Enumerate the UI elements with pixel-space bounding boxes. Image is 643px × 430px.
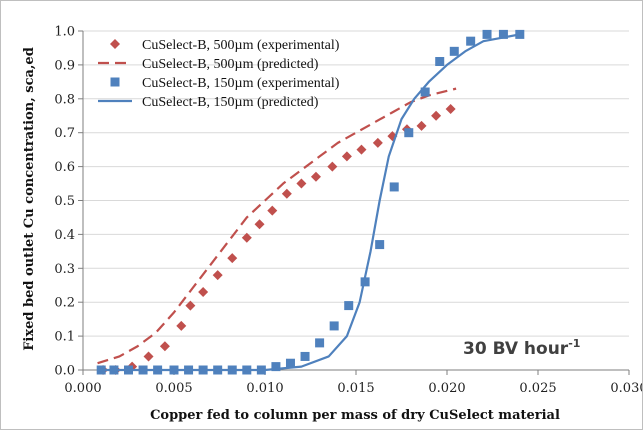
legend-label: CuSelect-B, 150µm (predicted) [142, 95, 319, 110]
legend-label: CuSelect-B, 500µm (experimental) [142, 38, 340, 53]
series-line [97, 87, 457, 365]
legend-swatch [110, 77, 120, 87]
data-point [341, 151, 352, 162]
x-tick-label: 0.000 [64, 381, 101, 396]
data-point [227, 253, 238, 264]
data-point [329, 321, 339, 331]
data-point [296, 178, 307, 189]
legend-swatch [110, 39, 120, 49]
y-tick-label: 0.1 [54, 330, 75, 345]
legend-item: CuSelect-B, 150µm (predicted) [98, 95, 319, 110]
legend: CuSelect-B, 500µm (experimental) CuSelect… [98, 38, 340, 110]
data-point [482, 29, 492, 39]
data-point [445, 103, 456, 114]
series [96, 29, 525, 375]
y-tick-label: 0.4 [54, 228, 75, 243]
annotation-flow-rate: 30 BV hour-1 [463, 337, 580, 359]
data-point [315, 338, 325, 348]
data-point [143, 351, 154, 362]
data-point [466, 36, 476, 46]
x-tick-label: 0.010 [246, 381, 283, 396]
data-point [267, 205, 278, 216]
series-line [97, 33, 521, 372]
y-tick-label: 1.0 [54, 25, 75, 40]
data-point [254, 219, 265, 230]
data-point [375, 240, 385, 250]
legend-item: CuSelect-B, 500µm (experimental) [110, 38, 340, 53]
series-1 [97, 87, 457, 365]
data-point [285, 358, 295, 368]
y-tick-label: 0.8 [54, 92, 75, 107]
y-tick-label: 0.3 [54, 262, 75, 277]
data-point [271, 362, 281, 372]
data-point [431, 110, 442, 121]
legend-item: CuSelect-B, 150µm (experimental) [110, 76, 340, 91]
y-tick-label: 0.2 [54, 296, 75, 311]
data-point [300, 351, 310, 361]
series-3 [97, 33, 521, 372]
x-tick-label: 0.015 [337, 381, 374, 396]
y-tick-label: 0.9 [54, 58, 75, 73]
legend-item: CuSelect-B, 500µm (predicted) [98, 57, 319, 72]
y-tick-label: 0.7 [54, 126, 75, 141]
annotation-superscript: -1 [568, 337, 580, 350]
legend-label: CuSelect-B, 500µm (predicted) [142, 57, 319, 72]
data-point [498, 29, 508, 39]
x-tick-label: 0.020 [428, 381, 465, 396]
data-point [372, 137, 383, 148]
data-point [404, 128, 414, 138]
y-tick-label: 0.0 [54, 364, 75, 379]
series-0 [98, 103, 456, 375]
y-tick-label: 0.5 [54, 194, 75, 209]
data-point [344, 301, 354, 311]
gridlines [83, 30, 629, 337]
data-point [176, 320, 187, 331]
x-tick-label: 0.025 [519, 381, 556, 396]
y-tick-label: 0.6 [54, 160, 75, 175]
data-point [281, 188, 292, 199]
data-point [356, 144, 367, 155]
data-point [198, 287, 209, 298]
data-point [310, 171, 321, 182]
data-point [420, 87, 430, 97]
annotation-text: 30 BV hour [463, 339, 569, 359]
y-axis-title: Fixed bed outlet Cu concentration, sca,e… [22, 47, 37, 351]
data-point [389, 182, 399, 192]
tick-labels: 0.0 0.1 0.2 0.3 0.4 0.5 0.6 0.7 0.8 0.9 1.0 0.000 0.… [54, 25, 642, 397]
data-point [185, 300, 196, 311]
data-point [416, 120, 427, 131]
x-axis-title: Copper fed to column per mass of dry CuS… [150, 408, 560, 423]
data-point [159, 341, 170, 352]
x-tick-label: 0.005 [155, 381, 192, 396]
data-point [327, 161, 338, 172]
data-point [435, 57, 445, 67]
data-point [449, 46, 459, 56]
data-point [241, 232, 252, 243]
x-tick-label: 0.030 [610, 381, 642, 396]
legend-label: CuSelect-B, 150µm (experimental) [142, 76, 340, 91]
data-point [212, 270, 223, 281]
